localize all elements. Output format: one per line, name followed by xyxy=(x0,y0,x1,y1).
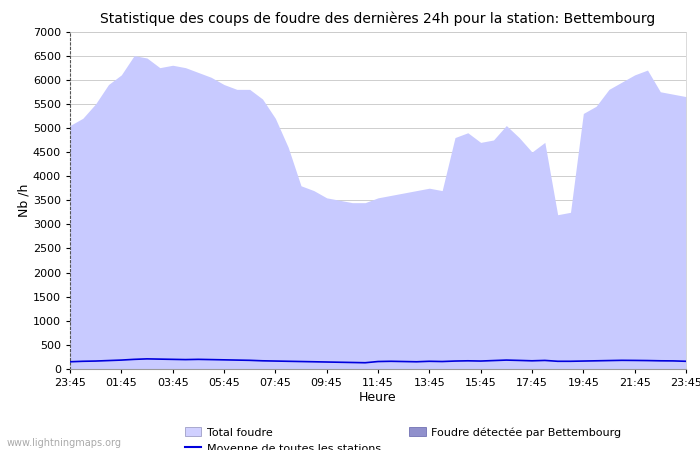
Text: www.lightningmaps.org: www.lightningmaps.org xyxy=(7,438,122,448)
Legend: Total foudre, Moyenne de toutes les stations, Foudre détectée par Bettembourg: Total foudre, Moyenne de toutes les stat… xyxy=(181,423,626,450)
Y-axis label: Nb /h: Nb /h xyxy=(17,184,30,217)
Title: Statistique des coups de foudre des dernières 24h pour la station: Bettembourg: Statistique des coups de foudre des dern… xyxy=(100,12,656,26)
X-axis label: Heure: Heure xyxy=(359,391,397,404)
